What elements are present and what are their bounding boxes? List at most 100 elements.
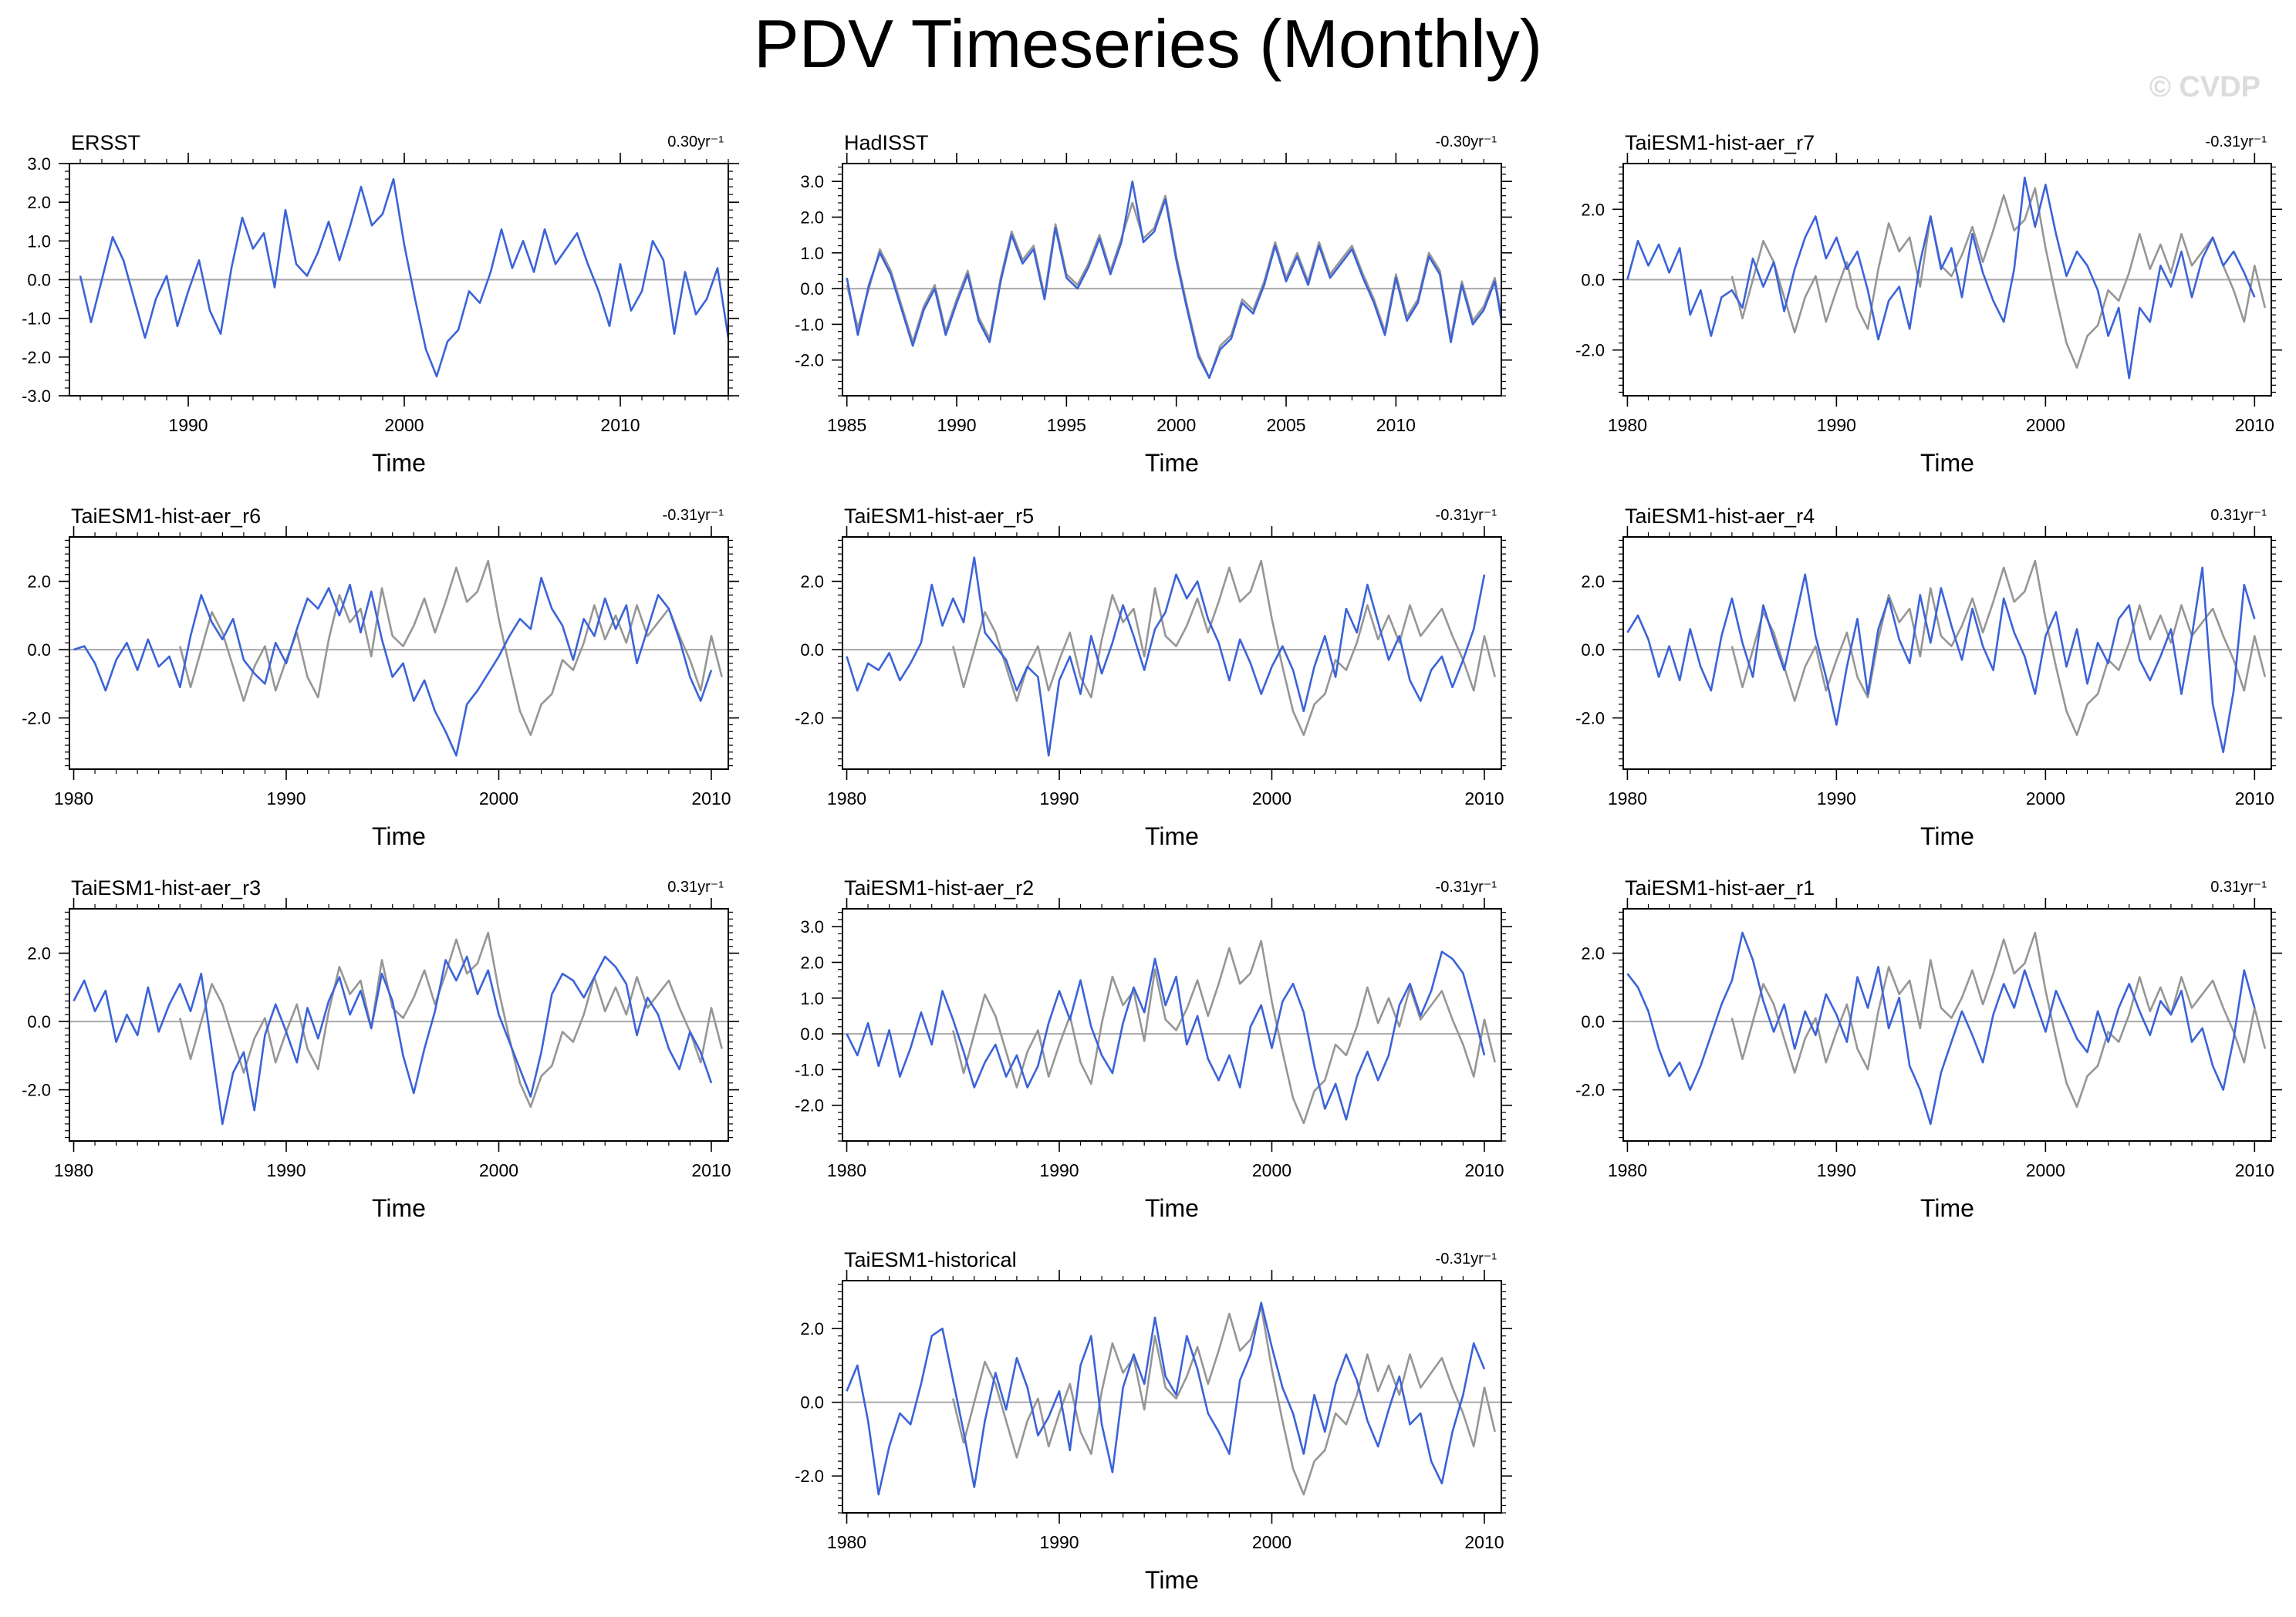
y-tick-label: -2.0 — [22, 1081, 51, 1100]
panel-title: TaiESM1-hist-aer_r6 — [71, 505, 261, 528]
trend-label: -0.30yr⁻¹ — [1436, 133, 1497, 150]
x-axis-label: Time — [1145, 822, 1199, 850]
x-tick-label: 1990 — [937, 415, 976, 435]
y-tick-label: -3.0 — [22, 387, 51, 406]
x-tick-label: 1980 — [1608, 415, 1647, 435]
watermark: © CVDP — [2149, 71, 2261, 103]
chart-panel: TaiESM1-hist-aer_r3 0.31yr⁻¹ -2.0 0.0 2.0 198… — [22, 876, 739, 1222]
plot-frame — [842, 163, 1502, 397]
x-tick-label: 2010 — [600, 415, 640, 435]
y-tick-label: 0.0 — [800, 1393, 824, 1413]
x-tick-label: 2010 — [2235, 1160, 2274, 1180]
y-tick-label: 2.0 — [27, 944, 51, 964]
x-tick-label: 2000 — [2026, 415, 2065, 435]
trend-label: -0.31yr⁻¹ — [1436, 879, 1497, 896]
plot-frame — [69, 536, 729, 770]
plot-frame — [842, 1280, 1502, 1514]
y-tick-label: 0.0 — [1581, 1012, 1605, 1031]
x-tick-label: 1980 — [1608, 1160, 1647, 1180]
x-tick-label: 2000 — [384, 415, 424, 435]
obs-series-line — [952, 940, 1496, 1125]
chart-panel: TaiESM1-hist-aer_r2 -0.31yr⁻¹ -2.0 -1.0 0.0 1… — [795, 876, 1512, 1222]
y-tick-label: -2.0 — [795, 1467, 824, 1486]
y-tick-label: 0.0 — [1581, 640, 1605, 660]
x-tick-label: 1980 — [827, 1532, 866, 1552]
y-tick-label: 0.0 — [27, 1012, 51, 1031]
x-tick-label: 2000 — [1252, 1532, 1292, 1552]
y-tick-label: 1.0 — [800, 989, 824, 1008]
x-tick-label: 2000 — [1252, 1160, 1292, 1180]
panel-title: HadISST — [844, 131, 929, 154]
model-series-line — [1626, 566, 2256, 754]
x-tick-label: 1980 — [1608, 788, 1647, 808]
y-tick-label: 2.0 — [800, 1319, 824, 1338]
y-tick-label: 3.0 — [27, 154, 51, 174]
x-tick-label: 1995 — [1047, 415, 1086, 435]
x-axis-label: Time — [372, 1194, 426, 1222]
plot-frame — [69, 908, 729, 1142]
trend-label: -0.31yr⁻¹ — [1436, 507, 1497, 524]
x-tick-label: 2010 — [691, 1160, 731, 1180]
y-tick-label: 0.0 — [1581, 271, 1605, 290]
chart-panel: TaiESM1-hist-aer_r4 0.31yr⁻¹ -2.0 0.0 2.0 198… — [1575, 505, 2282, 850]
x-tick-label: 1990 — [266, 1160, 306, 1180]
y-tick-label: -2.0 — [1575, 709, 1605, 728]
x-axis-label: Time — [1920, 822, 1974, 850]
x-axis-label: Time — [1920, 1194, 1974, 1222]
x-tick-label: 2000 — [479, 788, 518, 808]
x-tick-label: 1990 — [1817, 788, 1856, 808]
x-tick-label: 2010 — [1464, 1160, 1504, 1180]
obs-series-line — [1730, 559, 2267, 737]
y-tick-label: 2.0 — [27, 193, 51, 212]
x-tick-label: 2000 — [1252, 788, 1292, 808]
y-tick-label: 3.0 — [800, 917, 824, 937]
y-tick-label: -2.0 — [22, 709, 51, 728]
panel-title: TaiESM1-hist-aer_r2 — [844, 876, 1034, 900]
trend-label: 0.31yr⁻¹ — [2210, 507, 2267, 524]
chart-panel: HadISST -0.30yr⁻¹ -2.0 -1.0 0.0 1.0 2.0 3.0 1985… — [795, 131, 1512, 477]
x-tick-label: 1990 — [1039, 1160, 1079, 1180]
y-tick-label: 0.0 — [800, 640, 824, 660]
model-series-line — [1626, 931, 2256, 1126]
y-tick-label: -2.0 — [795, 709, 824, 728]
x-tick-label: 2005 — [1266, 415, 1305, 435]
x-tick-label: 1990 — [1039, 788, 1079, 808]
model-series-line — [846, 556, 1486, 757]
x-tick-label: 2010 — [1376, 415, 1416, 435]
y-tick-label: 0.0 — [800, 279, 824, 299]
x-axis-label: Time — [1920, 449, 1974, 477]
model-series-line — [1626, 176, 2256, 380]
obs-series-line — [1730, 187, 2267, 369]
trend-label: 0.31yr⁻¹ — [2210, 879, 2267, 896]
obs-series-line — [179, 559, 723, 737]
x-tick-label: 1980 — [827, 788, 866, 808]
y-tick-label: -1.0 — [22, 309, 51, 329]
x-axis-label: Time — [372, 449, 426, 477]
model-series-line — [73, 576, 713, 757]
x-tick-label: 1980 — [54, 788, 93, 808]
trend-label: -0.31yr⁻¹ — [1436, 1251, 1497, 1268]
y-tick-label: 2.0 — [800, 953, 824, 972]
x-axis-label: Time — [1145, 1194, 1199, 1222]
y-tick-label: -1.0 — [795, 1060, 824, 1079]
plot-frame — [842, 536, 1502, 770]
x-tick-label: 1980 — [827, 1160, 866, 1180]
x-tick-label: 2000 — [2026, 1160, 2065, 1180]
y-tick-label: 3.0 — [800, 172, 824, 191]
y-tick-label: -1.0 — [795, 315, 824, 334]
panel-title: TaiESM1-hist-aer_r4 — [1625, 505, 1815, 528]
y-tick-label: 0.0 — [27, 271, 51, 290]
x-tick-label: 2000 — [479, 1160, 518, 1180]
x-tick-label: 1990 — [266, 788, 306, 808]
x-tick-label: 1990 — [1039, 1532, 1079, 1552]
x-tick-label: 1985 — [827, 415, 866, 435]
panel-title: TaiESM1-hist-aer_r3 — [71, 876, 261, 900]
y-tick-label: -2.0 — [1575, 1081, 1605, 1100]
panel-title: TaiESM1-hist-aer_r1 — [1625, 876, 1815, 900]
trend-label: 0.31yr⁻¹ — [667, 879, 724, 896]
y-tick-label: -2.0 — [22, 348, 51, 367]
y-tick-label: 2.0 — [1581, 200, 1605, 219]
x-axis-label: Time — [372, 822, 426, 850]
x-axis-label: Time — [1145, 449, 1199, 477]
obs-series-line — [179, 931, 723, 1108]
